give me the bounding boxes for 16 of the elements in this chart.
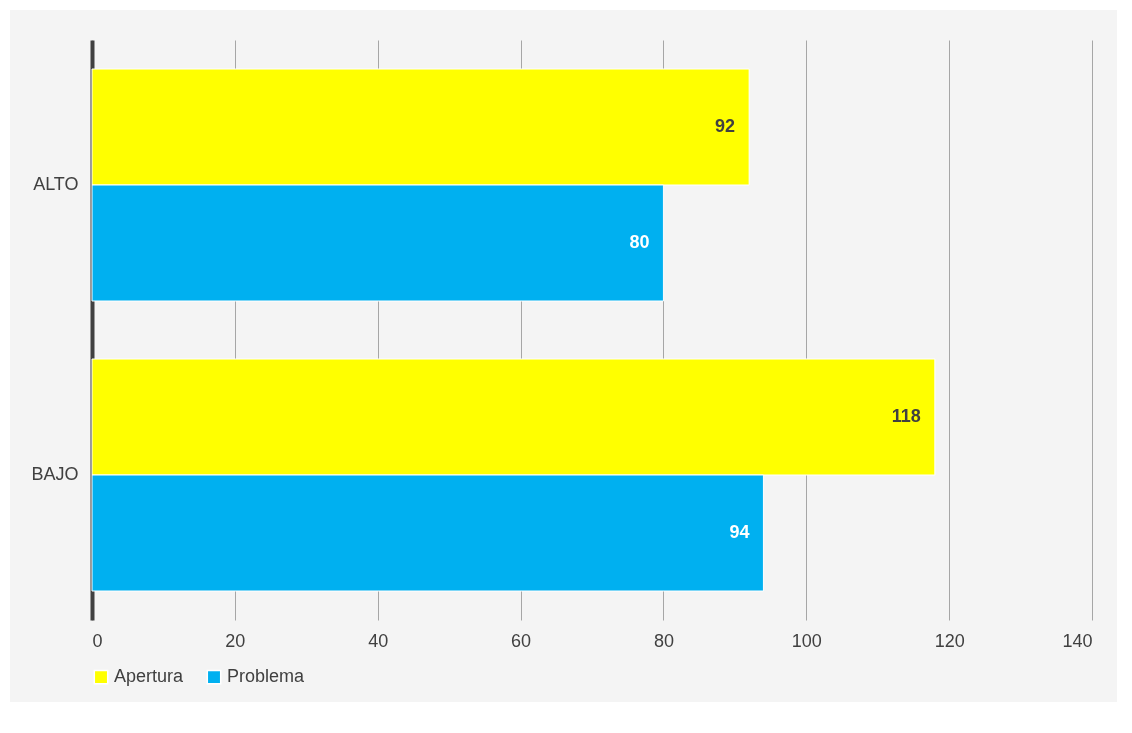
x-tick-label: 120 xyxy=(934,630,965,651)
legend-label: Problema xyxy=(227,666,306,687)
data-label: 80 xyxy=(629,232,650,252)
x-tick-label: 100 xyxy=(791,630,822,651)
x-tick-label: 60 xyxy=(511,630,532,651)
y-tick-label: BAJO xyxy=(31,464,79,484)
legend-label: Apertura xyxy=(114,666,185,687)
y-tick-label: ALTO xyxy=(33,174,79,194)
x-tick-label: 0 xyxy=(92,630,103,651)
data-label: 92 xyxy=(715,116,736,136)
x-tick-label: 20 xyxy=(225,630,246,651)
data-label: 118 xyxy=(891,406,921,426)
x-tick-label: 80 xyxy=(653,630,674,651)
x-tick-label: 140 xyxy=(1062,630,1093,651)
data-label: 94 xyxy=(729,522,750,542)
x-tick-label: 40 xyxy=(368,630,389,651)
